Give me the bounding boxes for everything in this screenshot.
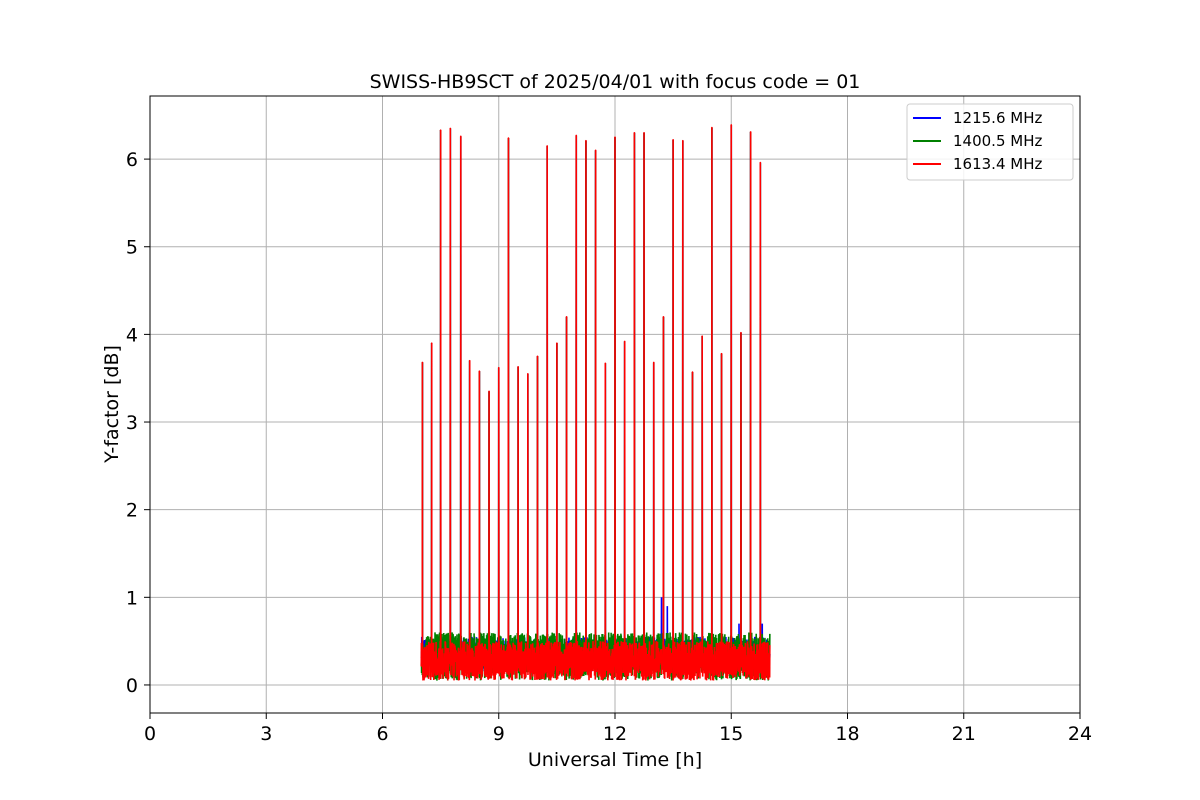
peak-point — [439, 129, 442, 131]
legend: 1215.6 MHz 1400.5 MHz 1613.4 MHz — [906, 103, 1074, 181]
peak-point — [565, 316, 568, 318]
peak-point — [517, 366, 519, 368]
y-tick-label: 0 — [126, 675, 138, 697]
legend-box — [906, 103, 1074, 181]
peak-point — [720, 352, 723, 355]
peak-point — [711, 126, 713, 129]
peak-point — [662, 316, 665, 318]
peak-point — [730, 124, 733, 126]
legend-label: 1215.6 MHz — [953, 109, 1042, 127]
peak-point — [459, 135, 462, 138]
peak-point — [682, 139, 684, 142]
peak-point — [546, 145, 548, 147]
x-tick-label: 6 — [376, 723, 388, 745]
peak-point — [468, 359, 471, 362]
peak-point — [614, 136, 616, 138]
peak-point — [652, 361, 655, 364]
x-tick-label: 9 — [493, 723, 505, 745]
legend-label: 1400.5 MHz — [953, 132, 1042, 150]
peak-point — [604, 362, 607, 365]
peak-point — [488, 390, 490, 393]
peak-point — [497, 366, 500, 369]
y-tick-label: 5 — [126, 237, 138, 259]
x-tick-label: 0 — [144, 723, 156, 745]
x-tick-label: 24 — [1068, 723, 1092, 745]
y-tick-label: 6 — [126, 149, 138, 171]
peak-point — [633, 132, 636, 134]
peak-point — [623, 340, 626, 343]
x-tick-label: 21 — [952, 723, 976, 745]
peak-point — [575, 134, 578, 137]
peak-point — [701, 335, 703, 337]
legend-label: 1613.4 MHz — [953, 155, 1042, 173]
x-tick-label: 12 — [603, 723, 627, 745]
y-tick-label: 1 — [126, 587, 138, 609]
peak-point — [594, 149, 597, 152]
x-tick-label: 18 — [835, 723, 859, 745]
peak-point — [556, 342, 558, 344]
x-tick-label: 3 — [260, 723, 272, 745]
peak-point — [449, 127, 452, 130]
peak-point — [430, 342, 433, 344]
peak-point — [672, 139, 674, 141]
peak-point — [536, 355, 539, 358]
plot-data — [420, 124, 771, 681]
peak-point — [749, 131, 752, 133]
peak-point — [421, 361, 424, 364]
peak-point — [478, 370, 481, 372]
peak-point — [527, 373, 529, 375]
peak-point — [691, 371, 694, 373]
peak-point — [759, 161, 762, 164]
x-axis-label: Universal Time [h] — [528, 749, 702, 771]
y-axis-label: Y-factor [dB] — [101, 345, 123, 464]
peak-point — [585, 139, 587, 142]
y-tick-label: 2 — [126, 500, 138, 522]
x-tick-label: 15 — [719, 723, 743, 745]
y-tick-label: 4 — [126, 324, 138, 346]
peak-point — [740, 331, 742, 334]
peak-point — [643, 132, 645, 134]
y-tick-label: 3 — [126, 412, 138, 434]
series-line-1613-4-mhz — [420, 124, 771, 681]
chart-title: SWISS-HB9SCT of 2025/04/01 with focus co… — [370, 71, 861, 93]
peak-point — [507, 137, 510, 139]
